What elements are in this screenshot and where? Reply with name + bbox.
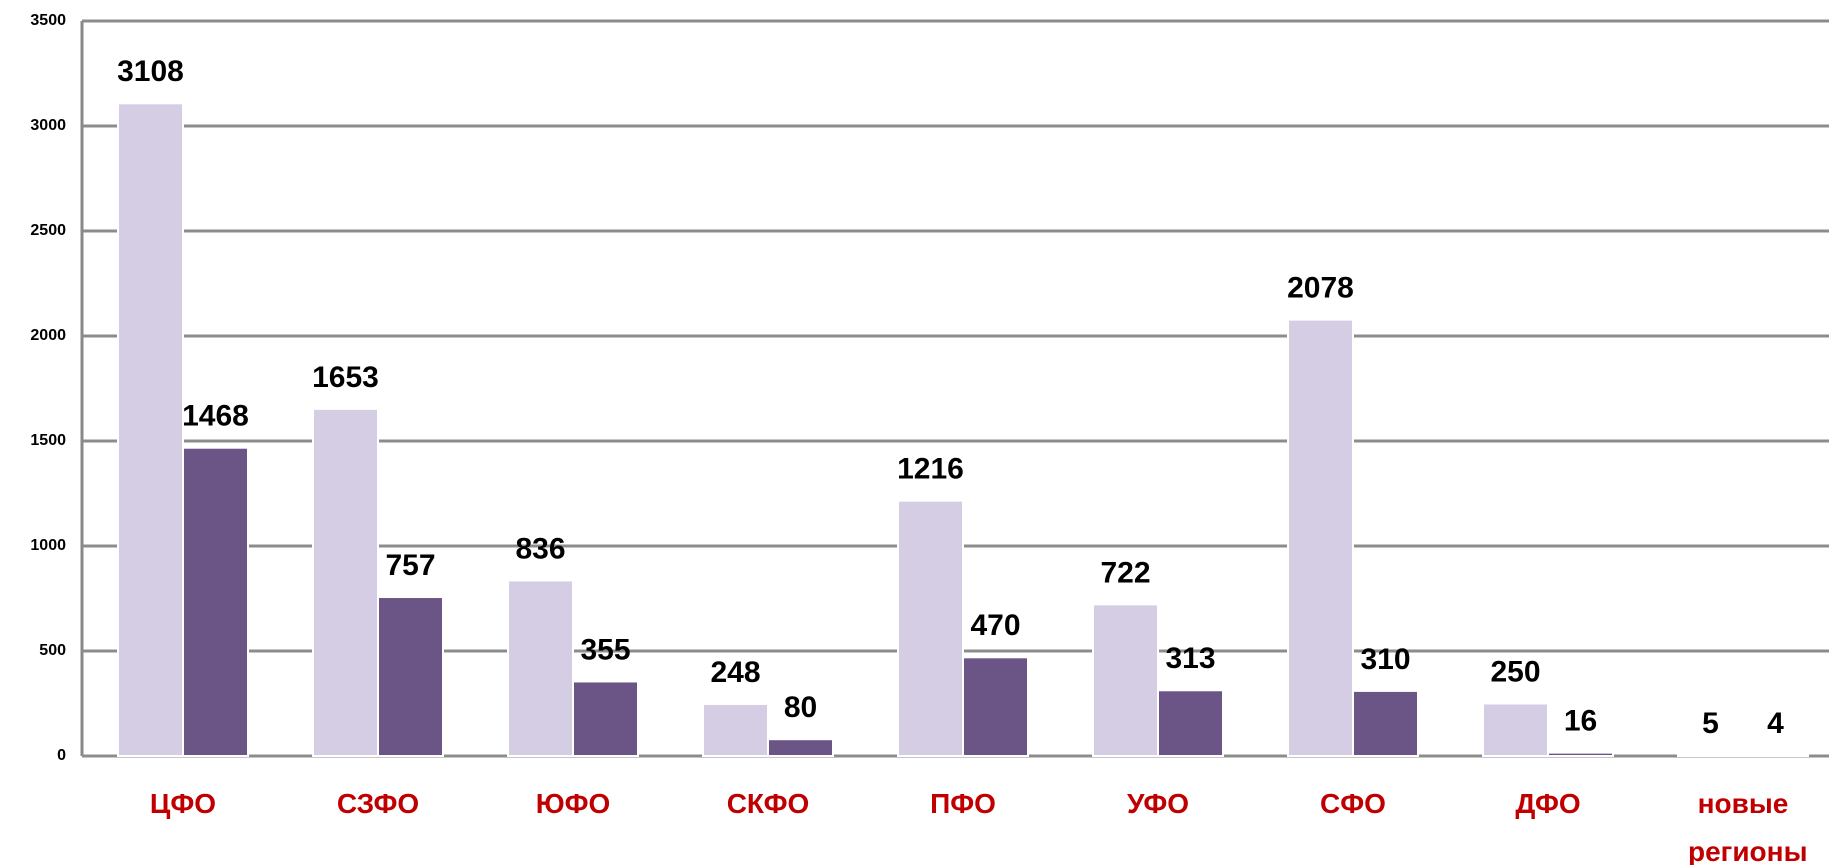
- x-tick-label: СФО: [1320, 788, 1386, 819]
- y-tick-label: 0: [57, 747, 66, 764]
- x-tick-label: ЮФО: [535, 788, 611, 819]
- bar: [1287, 318, 1354, 757]
- y-tick-label: 500: [39, 642, 66, 659]
- value-label: 5: [1702, 707, 1719, 740]
- y-tick-label: 1000: [30, 537, 66, 554]
- value-label: 313: [1165, 642, 1215, 675]
- value-label: 4: [1767, 707, 1784, 740]
- value-label: 470: [970, 609, 1020, 642]
- value-label: 3108: [117, 55, 184, 88]
- x-tick-label: ЦФО: [149, 788, 217, 819]
- bar: [1157, 689, 1224, 758]
- value-label: 250: [1490, 655, 1540, 688]
- bar: [1092, 603, 1159, 757]
- bar: [117, 102, 184, 757]
- bar: [1352, 689, 1419, 758]
- y-tick-label: 2000: [30, 327, 66, 344]
- bar: [507, 579, 574, 757]
- bar: [1547, 751, 1614, 758]
- value-label: 310: [1360, 643, 1410, 676]
- bar: [1677, 753, 1744, 758]
- y-tick-label: 2500: [30, 222, 66, 239]
- bar: [312, 407, 379, 757]
- x-tick-label: ПФО: [930, 788, 996, 819]
- bar: [962, 656, 1029, 757]
- bar: [377, 596, 444, 758]
- bar: [767, 738, 834, 758]
- y-tick-label: 1500: [30, 432, 66, 449]
- value-label: 1216: [897, 453, 964, 486]
- bar: [572, 680, 639, 758]
- bar: [702, 702, 769, 757]
- value-label: 80: [784, 691, 817, 724]
- bar: [1482, 702, 1549, 757]
- bar: [897, 499, 964, 758]
- x-tick-label: новые регионы: [1688, 788, 1808, 865]
- value-label: 1653: [312, 361, 379, 394]
- value-label: 2078: [1287, 272, 1354, 305]
- x-tick-label: УФО: [1126, 788, 1190, 819]
- x-tick-label: ДФО: [1515, 788, 1581, 819]
- value-label: 248: [710, 656, 760, 689]
- y-tick-label: 3000: [30, 117, 66, 134]
- x-tick-label: СЗФО: [336, 788, 420, 819]
- x-tick-label: СКФО: [726, 788, 810, 819]
- value-label: 836: [515, 532, 565, 565]
- value-label: 16: [1564, 705, 1597, 738]
- value-label: 722: [1100, 556, 1150, 589]
- bar: [1742, 754, 1809, 757]
- value-label: 1468: [182, 400, 249, 433]
- y-tick-label: 3500: [30, 12, 66, 29]
- value-label: 355: [580, 633, 630, 666]
- value-label: 757: [385, 549, 435, 582]
- bar: [182, 446, 249, 757]
